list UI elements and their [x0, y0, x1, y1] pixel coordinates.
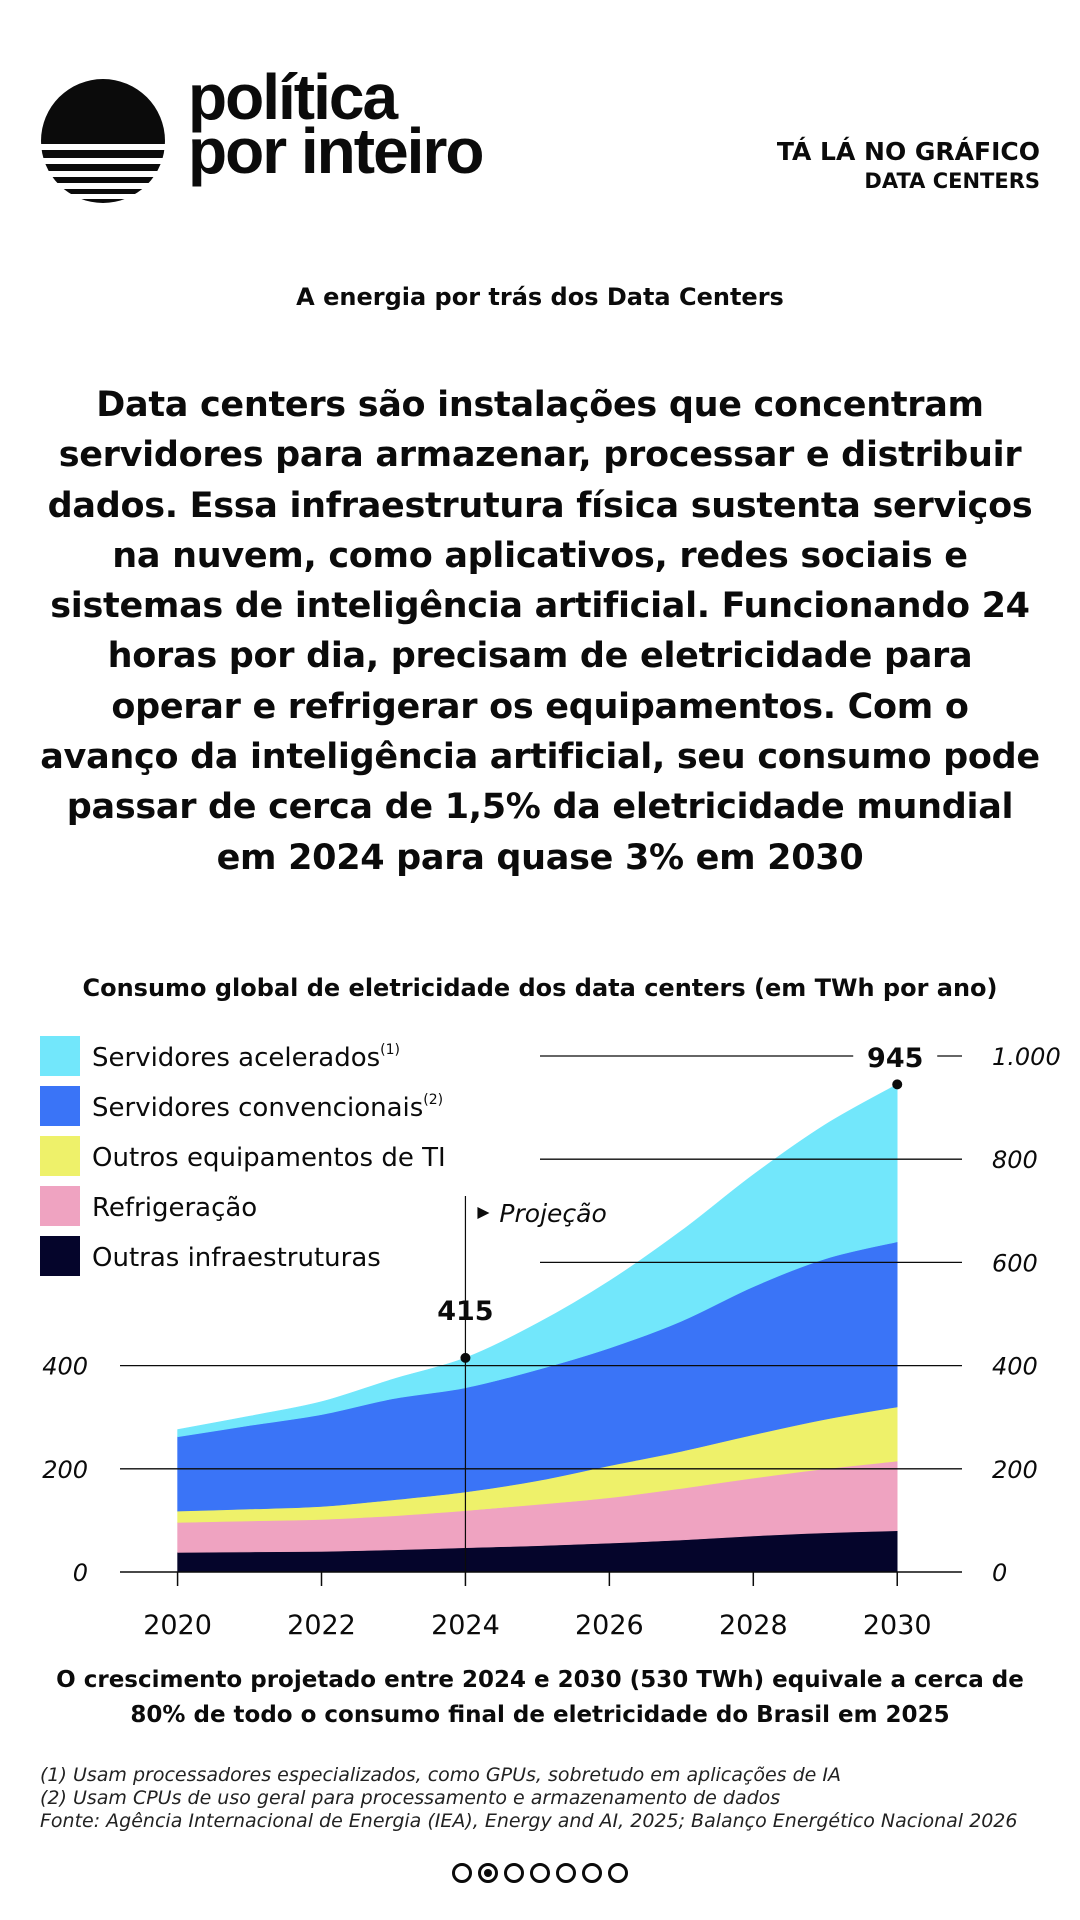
header: política por inteiro TÁ LÁ NO GRÁFICO DA… [40, 61, 1040, 210]
pager-dot[interactable] [582, 1863, 602, 1883]
lead-paragraph: Data centers são instalações que concent… [40, 385, 1040, 878]
x-tick-label: 2020 [143, 1610, 212, 1641]
projection-label: Projeção [499, 1199, 606, 1228]
legend-label: Outros equipamentos de TI [92, 1143, 446, 1173]
right-tick-label: 1.000 [992, 1043, 1061, 1071]
pager-dot[interactable] [504, 1863, 524, 1883]
section-tag-line-2: DATA CENTERS [864, 169, 1040, 193]
chart-title: Consumo global de eletricidade dos data … [82, 974, 998, 1002]
annotation-label: 415 [437, 1296, 493, 1327]
carousel-pager [0, 1863, 1080, 1893]
footnotes: (1) Usam processadores especializados, c… [40, 1764, 1050, 1833]
brand-wordmark: política por inteiro [188, 61, 484, 187]
x-tick-label: 2028 [719, 1610, 788, 1641]
stacked-area-chart: 0 200 400 0 200 400 600 800 1.000 2020 2022 2024 202… [40, 1036, 1061, 1641]
annotation-label: 945 [867, 1043, 923, 1074]
legend-swatch [40, 1236, 80, 1276]
legend-label: Servidores convencionais(2) [92, 1092, 443, 1123]
footnote-2: (2) Usam CPUs de uso geral para processa… [40, 1787, 781, 1809]
source-note: Fonte: Agência Internacional de Energia … [40, 1810, 1018, 1832]
footnote-1: (1) Usam processadores especializados, c… [40, 1764, 841, 1786]
x-tick-label: 2024 [431, 1610, 500, 1641]
left-tick-label: 400 [42, 1353, 88, 1381]
legend-label: Refrigeração [92, 1193, 257, 1223]
right-tick-label: 600 [992, 1249, 1038, 1277]
x-tick-label: 2030 [863, 1610, 932, 1641]
legend-swatch [40, 1086, 80, 1126]
brand-line-2: por inteiro [188, 115, 484, 187]
x-tick-label: 2026 [575, 1610, 644, 1641]
chart-note: O crescimento projetado entre 2024 e 203… [56, 1667, 1024, 1728]
legend-swatch [40, 1186, 80, 1226]
legend-label: Servidores acelerados(1) [92, 1042, 400, 1073]
pager-dot[interactable] [608, 1863, 628, 1883]
logo-sun-icon [41, 79, 165, 203]
x-tick-label: 2022 [287, 1610, 356, 1641]
legend-swatch [40, 1036, 80, 1076]
annotation-dot [892, 1079, 903, 1090]
left-tick-label: 200 [42, 1456, 88, 1484]
right-tick-label: 0 [992, 1559, 1007, 1587]
section-tag-line-1: TÁ LÁ NO GRÁFICO [776, 137, 1040, 166]
right-tick-label: 400 [992, 1353, 1038, 1381]
legend-label: Outras infraestruturas [92, 1243, 381, 1273]
pager-dot[interactable] [530, 1863, 550, 1883]
pager-dot[interactable] [556, 1863, 576, 1883]
pager-dot[interactable] [452, 1863, 472, 1883]
left-tick-label: 0 [73, 1559, 88, 1587]
annotation-dot [460, 1352, 471, 1363]
right-tick-label: 200 [992, 1456, 1038, 1484]
section-tag: TÁ LÁ NO GRÁFICO DATA CENTERS [777, 136, 1040, 194]
legend-swatch [40, 1136, 80, 1176]
pager-dot[interactable] [478, 1863, 498, 1883]
projection-arrow-icon [477, 1207, 490, 1219]
brand-line-1: política [188, 61, 398, 133]
kicker: A energia por trás dos Data Centers [296, 283, 784, 311]
right-tick-label: 800 [992, 1146, 1038, 1174]
